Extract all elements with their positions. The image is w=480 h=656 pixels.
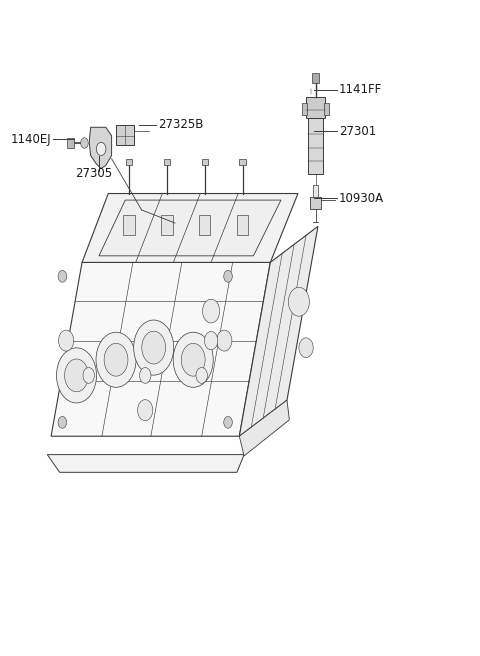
Bar: [302, 103, 307, 115]
Polygon shape: [240, 226, 318, 436]
Circle shape: [58, 270, 67, 282]
Text: 1140EJ: 1140EJ: [11, 133, 51, 146]
Circle shape: [204, 331, 218, 350]
Circle shape: [96, 142, 106, 155]
Bar: [199, 215, 211, 235]
Bar: [312, 73, 319, 83]
Bar: [202, 159, 208, 165]
Bar: [308, 118, 323, 174]
Circle shape: [65, 359, 88, 392]
Circle shape: [138, 400, 153, 420]
Circle shape: [173, 332, 213, 387]
Polygon shape: [82, 194, 298, 262]
Bar: [237, 215, 248, 235]
Circle shape: [81, 138, 88, 148]
Circle shape: [196, 367, 207, 383]
Circle shape: [140, 367, 151, 383]
Circle shape: [58, 417, 67, 428]
Circle shape: [104, 343, 128, 376]
Bar: [324, 103, 329, 115]
Polygon shape: [240, 400, 289, 456]
Text: 27301: 27301: [339, 125, 376, 138]
Circle shape: [133, 320, 174, 375]
Circle shape: [299, 338, 313, 358]
Circle shape: [203, 299, 220, 323]
Bar: [123, 215, 135, 234]
Bar: [67, 138, 74, 148]
Polygon shape: [89, 127, 112, 169]
Text: 27325B: 27325B: [158, 118, 203, 131]
Circle shape: [142, 331, 166, 364]
Bar: [240, 159, 246, 165]
Bar: [116, 125, 133, 145]
Circle shape: [216, 330, 232, 351]
Polygon shape: [47, 455, 244, 472]
Text: 27305: 27305: [75, 167, 112, 180]
Circle shape: [59, 330, 74, 351]
Circle shape: [288, 287, 310, 316]
Bar: [161, 215, 173, 235]
Polygon shape: [99, 200, 281, 256]
Bar: [306, 97, 325, 118]
Bar: [126, 159, 132, 165]
Circle shape: [224, 417, 232, 428]
Circle shape: [224, 270, 232, 282]
Circle shape: [96, 332, 136, 387]
Circle shape: [181, 343, 205, 376]
Bar: [310, 197, 321, 209]
Text: 10930A: 10930A: [339, 192, 384, 205]
Bar: [313, 185, 318, 197]
Polygon shape: [51, 262, 270, 436]
Bar: [164, 159, 170, 165]
Circle shape: [57, 348, 96, 403]
Circle shape: [83, 367, 95, 383]
Text: 1141FF: 1141FF: [339, 83, 382, 96]
